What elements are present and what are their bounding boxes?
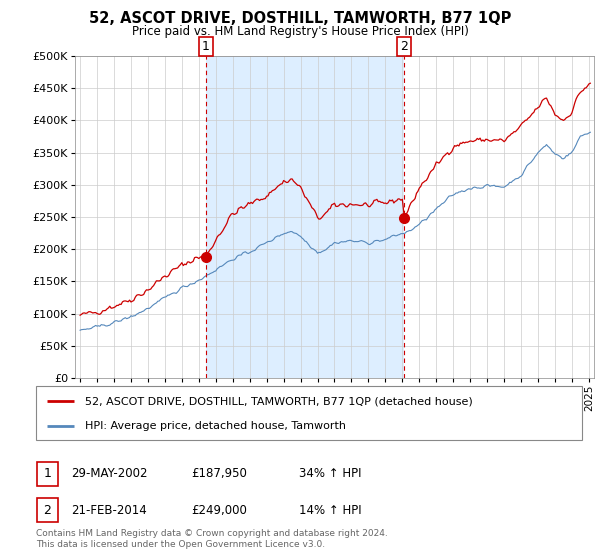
Text: 52, ASCOT DRIVE, DOSTHILL, TAMWORTH, B77 1QP (detached house): 52, ASCOT DRIVE, DOSTHILL, TAMWORTH, B77… [85,396,473,407]
Text: 14% ↑ HPI: 14% ↑ HPI [299,503,361,517]
Text: £187,950: £187,950 [191,467,247,480]
Text: 2: 2 [43,503,52,517]
Text: 29-MAY-2002: 29-MAY-2002 [71,467,148,480]
Bar [206,56,404,378]
Text: Price paid vs. HM Land Registry's House Price Index (HPI): Price paid vs. HM Land Registry's House … [131,25,469,38]
Text: £249,000: £249,000 [191,503,247,517]
Text: Contains HM Land Registry data © Crown copyright and database right 2024.
This d: Contains HM Land Registry data © Crown c… [36,529,388,549]
Text: HPI: Average price, detached house, Tamworth: HPI: Average price, detached house, Tamw… [85,421,346,431]
Text: 34% ↑ HPI: 34% ↑ HPI [299,467,361,480]
Text: 21-FEB-2014: 21-FEB-2014 [71,503,146,517]
Text: 52, ASCOT DRIVE, DOSTHILL, TAMWORTH, B77 1QP: 52, ASCOT DRIVE, DOSTHILL, TAMWORTH, B77… [89,11,511,26]
Text: 1: 1 [202,40,210,53]
Text: 2: 2 [400,40,409,53]
Text: 1: 1 [43,467,52,480]
